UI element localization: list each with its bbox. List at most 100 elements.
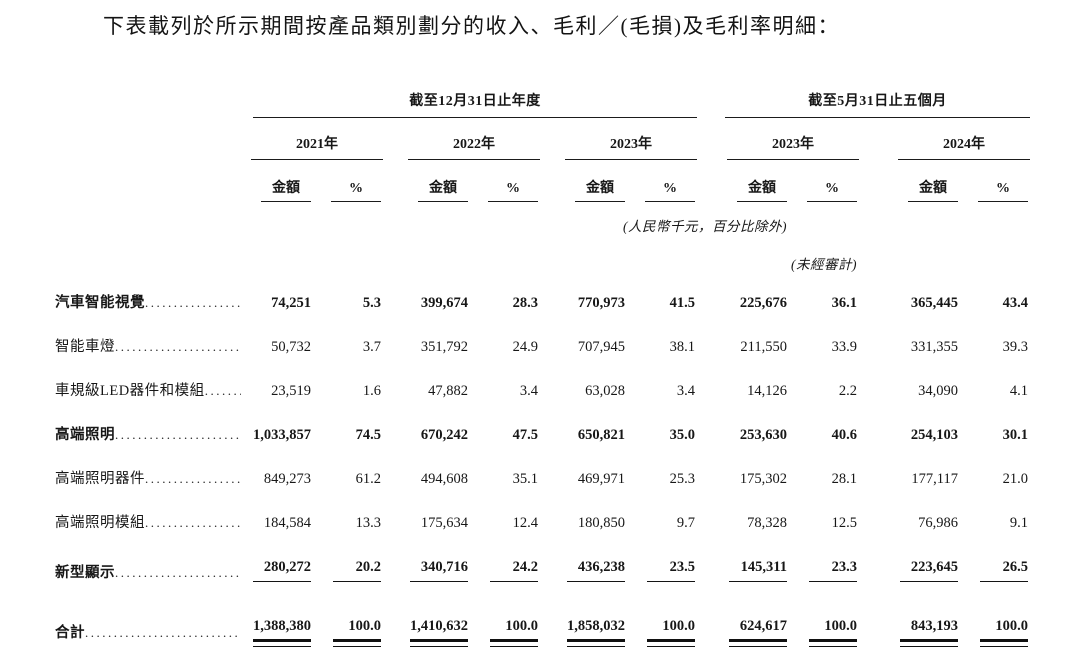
cell-value: 36.1: [831, 295, 857, 311]
spacer-cell: [55, 84, 245, 118]
currency-note-row: (人民幣千元，百分比除外): [55, 202, 1030, 236]
cell-value: 100.0: [313, 594, 383, 656]
cell-value: 1,858,032: [540, 594, 627, 656]
unaudited-note: (未經審計): [791, 257, 857, 272]
year-header-2024-5m: 2024年: [859, 118, 1030, 160]
amount-header: 金額: [540, 160, 627, 202]
cell-value: 33.9: [831, 339, 857, 355]
year-header-2022: 2022年: [383, 118, 540, 160]
cell-value: 3.7: [362, 339, 381, 355]
column-group-five-months: 截至5月31日止五個月: [697, 84, 1030, 118]
cell-value: 670,242: [420, 427, 468, 443]
cell-value: 12.4: [512, 515, 538, 531]
leader-dots: [115, 427, 241, 444]
cell-value: 20.2: [313, 538, 383, 594]
cell-value: 494,608: [420, 471, 468, 487]
cell-value: 4.1: [1009, 383, 1028, 399]
amount-header: 金額: [245, 160, 313, 202]
cell-value: 23.5: [627, 538, 697, 594]
cell-value: 707,945: [577, 339, 625, 355]
cell-value: 23,519: [271, 383, 311, 399]
cell-value: 180,850: [577, 515, 625, 531]
cell-value: 24.9: [512, 339, 538, 355]
cell-value: 12.5: [831, 515, 857, 531]
cell-value: 280,272: [245, 538, 313, 594]
cell-value: 39.3: [1002, 339, 1028, 355]
cell-value: 100.0: [789, 594, 859, 656]
cell-value: 650,821: [577, 427, 625, 443]
cell-value: 100.0: [470, 594, 540, 656]
leader-dots: [145, 471, 241, 488]
column-group-five-months-label: 截至5月31日止五個月: [725, 90, 1030, 118]
table-row-smart-car-lamps: 智能車燈 50,732 3.7 351,792 24.9 707,945 38.…: [55, 318, 1030, 362]
row-label: 高端照明器件: [55, 450, 245, 494]
cell-value: 24.2: [470, 538, 540, 594]
leader-dots: [85, 625, 241, 642]
cell-value: 78,328: [747, 515, 787, 531]
table-row-auto-smart-vision: 汽車智能視覺 74,251 5.3 399,674 28.3 770,973 4…: [55, 274, 1030, 318]
cell-value: 340,716: [383, 538, 470, 594]
amount-header: 金額: [383, 160, 470, 202]
cell-value: 47.5: [512, 427, 538, 443]
percent-header: %: [313, 160, 383, 202]
cell-value: 351,792: [420, 339, 468, 355]
cell-value: 624,617: [697, 594, 789, 656]
unaudited-note-cell: (未經審計): [55, 236, 859, 274]
percent-header: %: [960, 160, 1030, 202]
cell-value: 100.0: [960, 594, 1030, 656]
cell-value: 225,676: [739, 295, 787, 311]
cell-value: 43.4: [1002, 295, 1028, 311]
cell-value: 76,986: [918, 515, 958, 531]
cell-value: 34,090: [918, 383, 958, 399]
cell-value: 74.5: [355, 427, 381, 443]
cell-value: 13.3: [355, 515, 381, 531]
subheader-row: 金額 % 金額 % 金額 % 金額 % 金額 %: [55, 160, 1030, 202]
cell-value: 175,634: [420, 515, 468, 531]
cell-value: 38.1: [669, 339, 695, 355]
cell-value: 253,630: [739, 427, 787, 443]
cell-value: 14,126: [747, 383, 787, 399]
cell-value: 50,732: [271, 339, 311, 355]
cell-value: 9.1: [1009, 515, 1028, 531]
cell-value: 175,302: [739, 471, 787, 487]
row-label: 合計: [55, 594, 245, 656]
spacer-cell: [789, 202, 1030, 236]
row-label: 新型顯示: [55, 538, 245, 594]
table-row-high-end-lighting-modules: 高端照明模組 184,584 13.3 175,634 12.4 180,850…: [55, 494, 1030, 538]
column-group-annual: 截至12月31日止年度: [245, 84, 697, 118]
spacer-cell: [859, 236, 1030, 274]
cell-value: 74,251: [271, 295, 311, 311]
cell-value: 1,410,632: [383, 594, 470, 656]
cell-value: 770,973: [577, 295, 625, 311]
cell-value: 843,193: [859, 594, 960, 656]
cell-value: 3.4: [519, 383, 538, 399]
cell-value: 21.0: [1002, 471, 1028, 487]
cell-value: 1,033,857: [253, 427, 311, 443]
cell-value: 331,355: [910, 339, 958, 355]
table-row-total: 合計 1,388,380 100.0 1,410,632 100.0 1,858…: [55, 594, 1030, 656]
percent-header: %: [789, 160, 859, 202]
cell-value: 3.4: [676, 383, 695, 399]
year-header-2021: 2021年: [245, 118, 383, 160]
cell-value: 145,311: [697, 538, 789, 594]
cell-value: 35.0: [669, 427, 695, 443]
leader-dots: [145, 515, 241, 532]
year-header-row: 2021年 2022年 2023年 2023年 2024年: [55, 118, 1030, 160]
cell-value: 23.3: [789, 538, 859, 594]
spacer-cell: [55, 160, 245, 202]
cell-value: 100.0: [627, 594, 697, 656]
cell-value: 40.6: [831, 427, 857, 443]
year-header-2023-5m: 2023年: [697, 118, 859, 160]
cell-value: 63,028: [585, 383, 625, 399]
amount-header: 金額: [859, 160, 960, 202]
leader-dots: [145, 295, 241, 312]
cell-value: 184,584: [263, 515, 311, 531]
unaudited-note-row: (未經審計): [55, 236, 1030, 274]
cell-value: 254,103: [910, 427, 958, 443]
cell-value: 5.3: [362, 295, 381, 311]
table-row-high-end-lighting: 高端照明 1,033,857 74.5 670,242 47.5 650,821…: [55, 406, 1030, 450]
cell-value: 177,117: [911, 471, 958, 487]
table-row-vehicle-grade-led: 車規級LED器件和模組 23,519 1.6 47,882 3.4 63,028…: [55, 362, 1030, 406]
cell-value: 25.3: [669, 471, 695, 487]
